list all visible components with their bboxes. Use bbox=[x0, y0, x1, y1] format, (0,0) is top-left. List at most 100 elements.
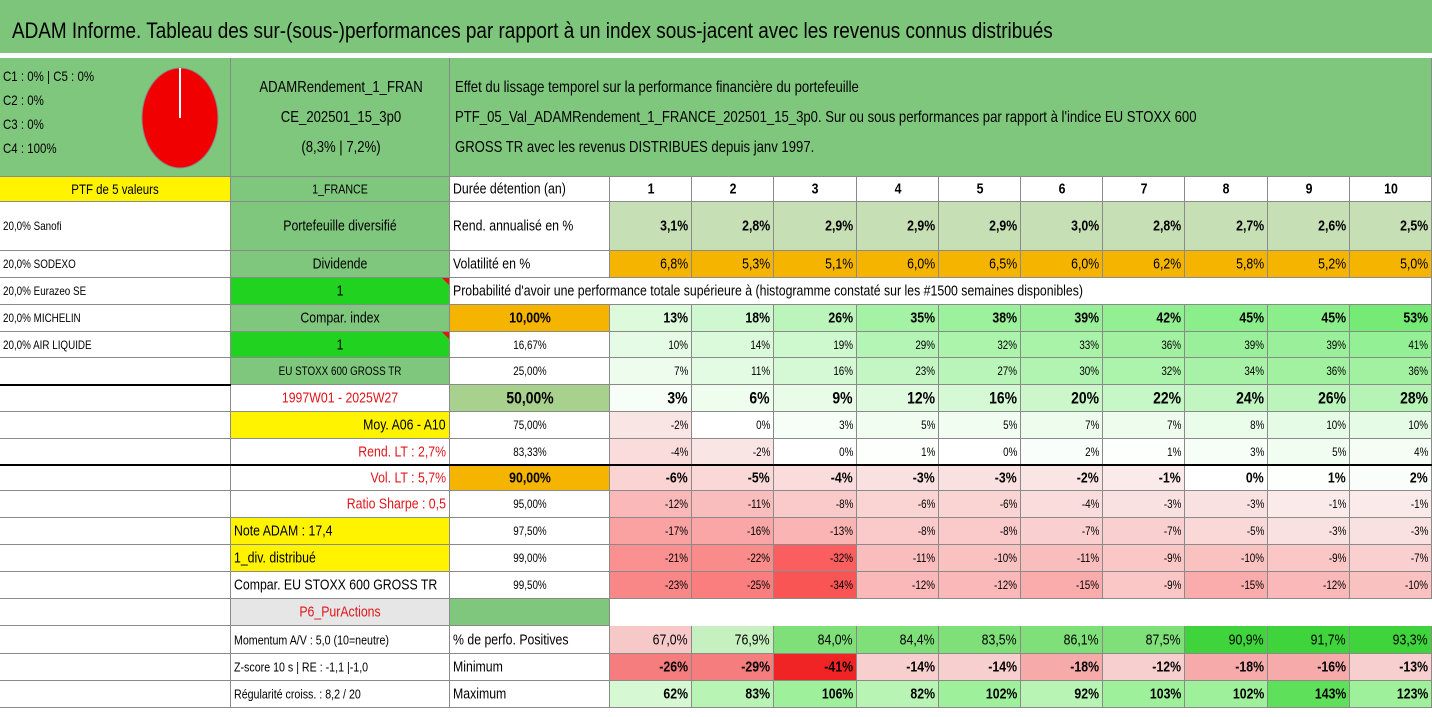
quantile-cell-text: -1% bbox=[1328, 497, 1346, 511]
positive-pct-cell: 67,0% bbox=[610, 626, 692, 654]
maximum-cell-text: 123% bbox=[1396, 685, 1428, 703]
quantile-cell: 39% bbox=[1021, 305, 1103, 332]
rend-cell-text: 3,1% bbox=[659, 217, 688, 235]
rend-cell-text: 2,6% bbox=[1317, 217, 1346, 235]
quantile-cell-text: 2% bbox=[1410, 469, 1428, 486]
quantile-cell-text: 10% bbox=[1326, 418, 1346, 432]
quantile-cell: -34% bbox=[774, 572, 857, 599]
row-label: % de perfo. Positives bbox=[450, 626, 610, 654]
mid-label: 1_FRANCE bbox=[231, 177, 450, 202]
quantile-cell-text: 36% bbox=[1161, 337, 1181, 352]
minimum-cell: -18% bbox=[1185, 654, 1268, 681]
year-header-text: 9 bbox=[1305, 180, 1312, 198]
quantile-cell: 53% bbox=[1350, 305, 1432, 332]
positive-pct-cell-text: 87,5% bbox=[1146, 631, 1181, 648]
portfolio-name-text: (8,3% | 7,2%) bbox=[300, 139, 381, 156]
quantile-cell-text: -8% bbox=[999, 524, 1017, 538]
mid-label-text: Momentum A/V : 5,0 (10=neutre) bbox=[234, 632, 389, 647]
vol-cell: 6,8% bbox=[610, 251, 692, 278]
vol-cell-text: 6,0% bbox=[1070, 255, 1099, 273]
quantile-cell: 34% bbox=[1185, 358, 1268, 385]
quantile-cell-text: -8% bbox=[917, 524, 935, 538]
quantile-cell: -3% bbox=[1103, 491, 1185, 518]
minimum-cell: -16% bbox=[1268, 654, 1350, 681]
mid-label-text: Dividende bbox=[312, 255, 368, 273]
quantile-cell: -2% bbox=[610, 412, 692, 439]
quantile-cell-text: 1% bbox=[1328, 469, 1346, 486]
vol-cell: 6,0% bbox=[857, 251, 939, 278]
vol-cell: 6,2% bbox=[1103, 251, 1185, 278]
quantile-cell-text: -2% bbox=[670, 418, 688, 432]
holding-row-text: 20,0% Eurazeo SE bbox=[3, 284, 87, 298]
quantile-cell-text: -22% bbox=[747, 551, 770, 565]
year-header-text: 8 bbox=[1222, 180, 1230, 198]
quantile-cell: 0% bbox=[692, 412, 774, 439]
quantile-cell-text: 6% bbox=[749, 388, 770, 408]
asset-class-text: C3 : 0% bbox=[3, 116, 44, 132]
quantile-cell-text: 53% bbox=[1403, 309, 1428, 327]
quantile-cell-text: 20% bbox=[1071, 388, 1099, 408]
row-label: Minimum bbox=[450, 654, 610, 681]
vol-cell-text: 5,8% bbox=[1235, 255, 1264, 273]
quantile-cell: -10% bbox=[1350, 572, 1432, 599]
quantile-label: 10,00% bbox=[450, 305, 610, 332]
vol-cell: 6,0% bbox=[1021, 251, 1103, 278]
quantile-cell-text: -21% bbox=[665, 551, 688, 565]
vol-cell-text: 6,5% bbox=[988, 255, 1017, 273]
asset-class-text: C4 : 100% bbox=[3, 140, 57, 156]
maximum-cell: 102% bbox=[1185, 681, 1268, 708]
quantile-label-text: 50,00% bbox=[505, 388, 554, 408]
year-header: 3 bbox=[774, 177, 857, 202]
quantile-cell-text: 5% bbox=[1002, 418, 1017, 432]
mid-label: Momentum A/V : 5,0 (10=neutre) bbox=[231, 626, 450, 654]
year-header: 2 bbox=[692, 177, 774, 202]
quantile-cell: -12% bbox=[1268, 572, 1350, 599]
quantile-cell-text: -3% bbox=[913, 469, 935, 486]
quantile-cell: 26% bbox=[1268, 385, 1350, 412]
quantile-cell-text: -3% bbox=[1163, 497, 1181, 511]
quantile-cell: -11% bbox=[692, 491, 774, 518]
quantile-cell: 3% bbox=[1185, 439, 1268, 465]
minimum-cell-text: -12% bbox=[1152, 658, 1181, 676]
row-label-text: Minimum bbox=[453, 658, 503, 676]
quantile-cell-text: -11% bbox=[912, 551, 935, 565]
minimum-cell-text: -26% bbox=[659, 658, 688, 676]
quantile-cell: 5% bbox=[939, 412, 1021, 439]
quantile-cell-text: -3% bbox=[1410, 524, 1428, 538]
quantile-cell: 11% bbox=[692, 358, 774, 385]
quantile-cell: 1% bbox=[1268, 465, 1350, 491]
empty-cell bbox=[0, 465, 231, 491]
quantile-cell: -4% bbox=[774, 465, 857, 491]
quantile-cell: 28% bbox=[1350, 385, 1432, 412]
rend-cell: 3,0% bbox=[1021, 202, 1103, 251]
quantile-cell: 36% bbox=[1103, 332, 1185, 358]
vol-cell: 5,3% bbox=[692, 251, 774, 278]
quantile-cell-text: 9% bbox=[832, 388, 853, 408]
year-header: 6 bbox=[1021, 177, 1103, 202]
quantile-cell: 7% bbox=[1021, 412, 1103, 439]
rend-cell: 2,7% bbox=[1185, 202, 1268, 251]
quantile-cell-text: -4% bbox=[670, 444, 688, 459]
maximum-cell: 102% bbox=[939, 681, 1021, 708]
vol-cell-text: 5,0% bbox=[1399, 255, 1428, 273]
minimum-cell: -14% bbox=[939, 654, 1021, 681]
year-header: 10 bbox=[1350, 177, 1432, 202]
maximum-cell: 103% bbox=[1103, 681, 1185, 708]
mid-label: Compar. EU STOXX 600 GROSS TR bbox=[231, 572, 450, 599]
quantile-label: 50,00% bbox=[450, 385, 610, 412]
quantile-cell-text: 27% bbox=[997, 364, 1017, 378]
quantile-cell-text: -12% bbox=[994, 578, 1017, 592]
quantile-label: 95,00% bbox=[450, 491, 610, 518]
holding-row: 20,0% Sanofi bbox=[0, 202, 231, 251]
year-header-text: 10 bbox=[1383, 180, 1398, 198]
quantile-cell-text: 36% bbox=[1408, 364, 1428, 378]
maximum-cell: 123% bbox=[1350, 681, 1432, 708]
mid-label-text: Z-score 10 s | RE : -1,1 |-1,0 bbox=[234, 659, 369, 675]
rend-cell: 2,9% bbox=[939, 202, 1021, 251]
mid-label-text: Rend. LT : 2,7% bbox=[358, 443, 446, 460]
vol-cell-text: 6,0% bbox=[906, 255, 935, 273]
vol-cell-text: 6,2% bbox=[1152, 255, 1181, 273]
description-line: Effet du lissage temporel sur la perform… bbox=[452, 75, 1422, 101]
rend-cell-text: 3,0% bbox=[1070, 217, 1099, 235]
minimum-cell-text: -14% bbox=[906, 658, 935, 676]
